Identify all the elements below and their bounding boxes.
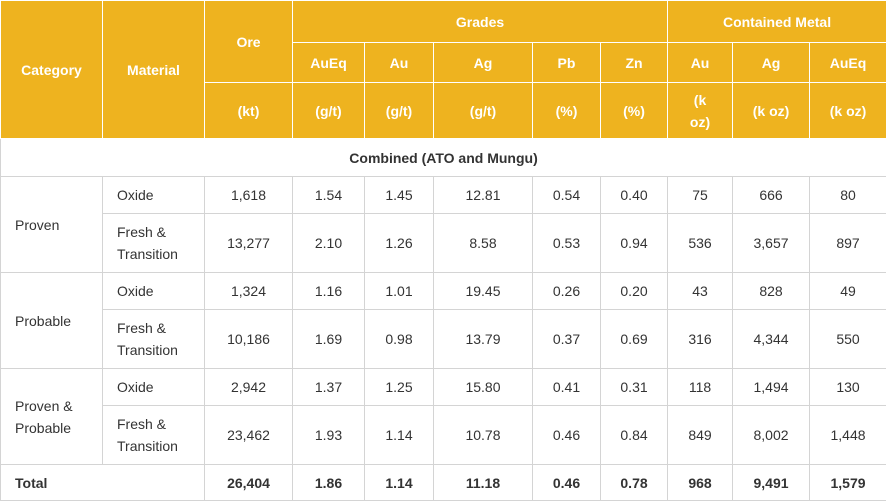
total-grade-aueq: 1.86 <box>292 464 365 501</box>
header-grade-aueq: AuEq <box>292 42 365 83</box>
header-metal-ag: Ag <box>732 42 811 83</box>
grade-ag-cell: 15.80 <box>433 368 533 406</box>
metal-ag-cell: 828 <box>732 272 811 310</box>
grade-pb-cell: 0.46 <box>532 405 601 465</box>
ore-cell: 1,324 <box>204 272 293 310</box>
grade-aueq-cell: 1.16 <box>292 272 365 310</box>
grade-zn-cell: 0.84 <box>599 405 669 465</box>
metal-au-cell: 43 <box>667 272 734 310</box>
grade-ag-cell: 12.81 <box>433 176 533 214</box>
header-contained-metal: Contained Metal <box>667 0 886 43</box>
grade-pb-cell: 0.26 <box>532 272 601 310</box>
grade-au-cell: 1.01 <box>364 272 434 310</box>
metal-au-cell: 849 <box>667 405 734 465</box>
grade-ag-cell: 8.58 <box>433 213 533 273</box>
metal-ag-cell: 666 <box>732 176 811 214</box>
header-grade-aueq-unit: (g/t) <box>292 82 365 139</box>
metal-ag-cell: 8,002 <box>732 405 811 465</box>
total-grade-pb: 0.46 <box>532 464 601 501</box>
category-proven: Proven <box>0 176 103 273</box>
grade-zn-cell: 0.69 <box>599 309 669 369</box>
section-title: Combined (ATO and Mungu) <box>0 138 886 177</box>
metal-aueq-cell: 130 <box>809 368 886 406</box>
metal-aueq-cell: 49 <box>809 272 886 310</box>
header-metal-ag-unit: (k oz) <box>732 82 811 139</box>
total-grade-au: 1.14 <box>364 464 434 501</box>
metal-ag-cell: 3,657 <box>732 213 811 273</box>
grade-au-cell: 0.98 <box>364 309 434 369</box>
grade-aueq-cell: 1.37 <box>292 368 365 406</box>
grade-zn-cell: 0.31 <box>599 368 669 406</box>
header-metal-aueq: AuEq <box>809 42 886 83</box>
header-grade-au: Au <box>364 42 434 83</box>
grade-aueq-cell: 1.69 <box>292 309 365 369</box>
grade-ag-cell: 19.45 <box>433 272 533 310</box>
metal-aueq-cell: 80 <box>809 176 886 214</box>
metal-au-cell: 75 <box>667 176 734 214</box>
material-cell: Oxide <box>102 368 205 406</box>
header-grade-zn-unit: (%) <box>599 82 669 139</box>
ore-cell: 23,462 <box>204 405 293 465</box>
header-metal-au: Au <box>667 42 734 83</box>
material-cell: Fresh & Transition <box>102 405 205 465</box>
material-cell: Fresh & Transition <box>102 213 205 273</box>
metal-aueq-cell: 1,448 <box>809 405 886 465</box>
grade-ag-cell: 13.79 <box>433 309 533 369</box>
grade-zn-cell: 0.20 <box>599 272 669 310</box>
header-ore: Ore <box>204 0 293 83</box>
header-material: Material <box>102 0 205 139</box>
grade-au-cell: 1.25 <box>364 368 434 406</box>
ore-cell: 13,277 <box>204 213 293 273</box>
grade-pb-cell: 0.41 <box>532 368 601 406</box>
metal-ag-cell: 4,344 <box>732 309 811 369</box>
grade-zn-cell: 0.40 <box>599 176 669 214</box>
header-grade-au-unit: (g/t) <box>364 82 434 139</box>
total-grade-zn: 0.78 <box>599 464 669 501</box>
grade-aueq-cell: 1.93 <box>292 405 365 465</box>
metal-ag-cell: 1,494 <box>732 368 811 406</box>
header-grade-ag-unit: (g/t) <box>433 82 533 139</box>
metal-aueq-cell: 897 <box>809 213 886 273</box>
metal-au-cell: 316 <box>667 309 734 369</box>
header-grade-pb: Pb <box>532 42 601 83</box>
header-grade-pb-unit: (%) <box>532 82 601 139</box>
grade-ag-cell: 10.78 <box>433 405 533 465</box>
material-cell: Oxide <box>102 176 205 214</box>
header-ore-unit: (kt) <box>204 82 293 139</box>
header-grades: Grades <box>291 0 669 43</box>
grade-pb-cell: 0.37 <box>532 309 601 369</box>
material-cell: Oxide <box>102 272 205 310</box>
header-metal-aueq-unit: (k oz) <box>809 82 886 139</box>
material-cell: Fresh & Transition <box>102 309 205 369</box>
ore-cell: 10,186 <box>204 309 293 369</box>
total-metal-au: 968 <box>667 464 734 501</box>
metal-au-cell: 118 <box>667 368 734 406</box>
total-metal-aueq: 1,579 <box>809 464 886 501</box>
header-category: Category <box>0 0 103 139</box>
total-metal-ag: 9,491 <box>732 464 811 501</box>
category-proven-probable: Proven & Probable <box>0 368 103 465</box>
grade-aueq-cell: 1.54 <box>292 176 365 214</box>
grade-pb-cell: 0.53 <box>532 213 601 273</box>
header-grade-ag: Ag <box>433 42 533 83</box>
metal-aueq-cell: 550 <box>809 309 886 369</box>
total-ore: 26,404 <box>204 464 293 501</box>
table-header: Category Material Ore Grades Contained M… <box>0 0 886 139</box>
category-probable: Probable <box>0 272 103 369</box>
grade-zn-cell: 0.94 <box>599 213 669 273</box>
grade-pb-cell: 0.54 <box>532 176 601 214</box>
metal-au-cell: 536 <box>667 213 734 273</box>
header-grade-zn: Zn <box>599 42 669 83</box>
ore-cell: 1,618 <box>204 176 293 214</box>
grade-au-cell: 1.26 <box>364 213 434 273</box>
grade-au-cell: 1.14 <box>364 405 434 465</box>
grade-aueq-cell: 2.10 <box>292 213 365 273</box>
ore-cell: 2,942 <box>204 368 293 406</box>
header-metal-au-unit: (k oz) <box>667 82 734 139</box>
grade-au-cell: 1.45 <box>364 176 434 214</box>
total-label: Total <box>0 464 205 501</box>
total-grade-ag: 11.18 <box>433 464 533 501</box>
